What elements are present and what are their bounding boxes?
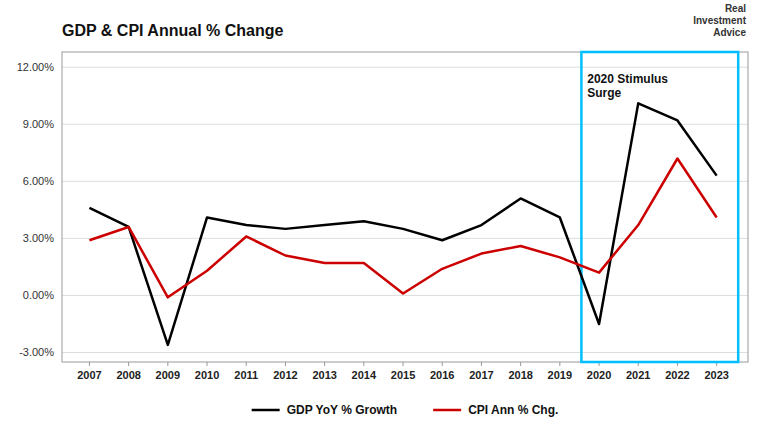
x-tick xyxy=(167,362,168,366)
x-tick xyxy=(442,362,443,366)
x-tick-label: 2015 xyxy=(391,369,415,381)
legend-swatch xyxy=(252,409,280,412)
logo-text: RealInvestmentAdvice xyxy=(693,3,746,38)
x-tick-label: 2019 xyxy=(548,369,572,381)
x-tick-label: 2008 xyxy=(116,369,140,381)
x-tick xyxy=(89,362,90,366)
x-tick xyxy=(246,362,247,366)
annotation: 2020 StimulusSurge xyxy=(587,72,668,100)
highlight-box xyxy=(581,52,738,362)
line xyxy=(89,159,716,298)
x-tick xyxy=(285,362,286,366)
line xyxy=(89,103,716,345)
y-tick-label: 0.00% xyxy=(23,289,54,301)
legend-label: CPI Ann % Chg. xyxy=(468,403,558,417)
plot-frame xyxy=(62,52,748,362)
y-tick-label: -3.00% xyxy=(19,346,54,358)
y-tick-label: 6.00% xyxy=(23,175,54,187)
legend-swatch xyxy=(433,409,461,412)
x-tick xyxy=(403,362,404,366)
grid-line xyxy=(62,67,748,68)
x-tick-label: 2013 xyxy=(312,369,336,381)
y-tick-label: 9.00% xyxy=(23,118,54,130)
x-tick xyxy=(324,362,325,366)
legend-label: GDP YoY % Growth xyxy=(287,403,397,417)
x-tick-label: 2018 xyxy=(508,369,532,381)
x-tick xyxy=(207,362,208,366)
x-tick-label: 2011 xyxy=(234,369,258,381)
x-tick-label: 2014 xyxy=(352,369,377,381)
legend: GDP YoY % Growth CPI Ann % Chg. xyxy=(252,403,559,417)
grid-line xyxy=(62,295,748,296)
x-tick-label: 2007 xyxy=(77,369,101,381)
x-tick xyxy=(128,362,129,366)
grid-line xyxy=(62,124,748,125)
x-tick-label: 2017 xyxy=(469,369,493,381)
x-tick xyxy=(520,362,521,366)
x-tick-label: 2016 xyxy=(430,369,454,381)
x-tick-label: 2022 xyxy=(665,369,689,381)
x-tick-label: 2009 xyxy=(156,369,180,381)
x-tick-label: 2020 xyxy=(587,369,611,381)
x-tick-label: 2010 xyxy=(195,369,219,381)
x-tick-label: 2021 xyxy=(626,369,650,381)
x-tick-label: 2023 xyxy=(704,369,728,381)
y-tick-label: 3.00% xyxy=(23,232,54,244)
grid-line xyxy=(62,352,748,353)
series-group xyxy=(89,103,716,345)
x-tick xyxy=(559,362,560,366)
x-tick xyxy=(481,362,482,366)
grid-line xyxy=(62,238,748,239)
x-tick-label: 2012 xyxy=(273,369,297,381)
x-tick xyxy=(363,362,364,366)
chart: -3.00% 0.00% 3.00% 6.00% 9.00% 12.00% 2007 2008… xyxy=(0,0,768,438)
title: GDP & CPI Annual % Change xyxy=(62,22,283,39)
grid-line xyxy=(62,181,748,182)
y-tick-label: 12.00% xyxy=(17,61,55,73)
